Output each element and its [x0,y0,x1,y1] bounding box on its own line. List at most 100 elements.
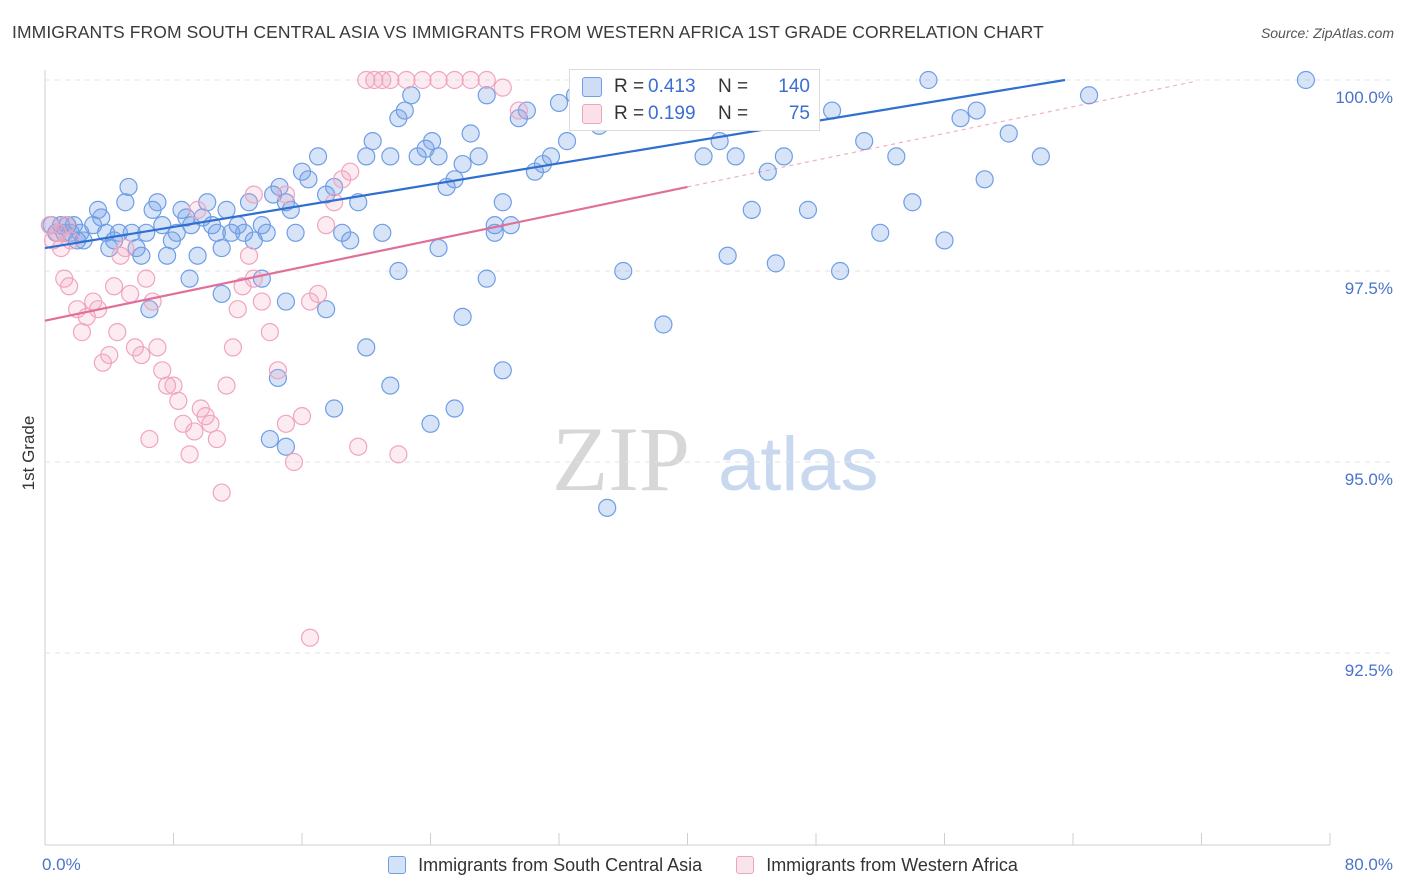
trend-lines [44,78,1194,322]
point-western-africa [276,414,296,433]
y-tick-label: 92.5% [1345,661,1393,680]
point-south-central-asia [1296,70,1316,90]
point-south-central-asia [389,261,408,281]
point-western-africa [244,185,263,204]
point-south-central-asia [742,200,761,219]
point-south-central-asia [903,193,922,212]
stats-n-value: 75 [788,103,810,124]
point-western-africa [72,323,92,342]
point-western-africa [292,407,312,426]
stats-box: R = 0.413 N = 140 R = 0.199 N = 75 [569,69,820,131]
point-western-africa [61,231,80,250]
point-western-africa [389,445,408,464]
point-western-africa [413,70,432,90]
point-south-central-asia [549,93,569,113]
legend-item-western-africa[interactable]: Immigrants from Western Africa [736,855,1018,876]
point-south-central-asia [276,437,296,456]
legend-item-south-central-asia[interactable]: Immigrants from South Central Asia [388,855,702,876]
point-western-africa [477,70,496,90]
point-south-central-asia [395,101,414,120]
point-south-central-asia [198,193,217,212]
stats-swatch-blue [582,77,602,97]
point-western-africa [137,269,156,288]
point-western-africa [108,323,127,342]
point-western-africa [397,70,416,90]
point-south-central-asia [421,414,440,433]
point-western-africa [153,361,172,380]
point-western-africa [104,277,124,296]
point-western-africa [59,277,79,296]
point-south-central-asia [92,208,111,227]
y-tick-labels: 92.5% 95.0% 97.5% 100.0% [1335,88,1393,680]
point-south-central-asia [132,246,151,265]
x-tick-label: 80.0% [1345,855,1393,874]
point-western-africa [509,101,528,120]
point-south-central-asia [116,193,135,212]
point-south-central-asia [286,223,305,242]
point-south-central-asia [887,147,906,166]
trend-line-south-central-asia [44,78,1066,250]
point-south-central-asia [119,177,138,197]
point-south-central-asia [308,147,328,166]
y-tick-label: 95.0% [1345,470,1393,489]
chart-legend: Immigrants from South Central Asia Immig… [0,852,1406,878]
point-western-africa [223,338,243,357]
point-south-central-asia [341,231,360,250]
point-south-central-asia [855,132,874,151]
trend-line-extension [687,81,1194,188]
point-western-africa [164,376,183,395]
point-south-central-asia [260,429,279,449]
point-western-africa [132,345,151,365]
point-western-africa [252,292,271,311]
point-western-africa [308,284,328,304]
point-western-africa [260,323,279,342]
point-south-central-asia [919,70,938,90]
point-south-central-asia [557,132,577,151]
point-western-africa [116,238,135,258]
point-western-africa [349,437,368,456]
legend-label: Immigrants from Western Africa [766,854,1018,875]
point-western-africa [180,445,199,464]
point-south-central-asia [774,147,793,166]
trend-line-western-africa [44,185,688,322]
point-south-central-asia [1031,147,1050,166]
point-south-central-asia [493,193,512,212]
point-western-africa [56,216,75,235]
point-south-central-asia [148,193,167,212]
stats-r-label: R = [614,103,645,124]
point-south-central-asia [423,132,442,151]
point-western-africa [316,216,336,235]
stats-n-label: N = [718,103,749,124]
point-south-central-asia [167,223,186,242]
point-western-africa [445,70,464,90]
point-south-central-asia [798,200,818,219]
stats-row-south-central-asia: R = 0.413 N = 140 [582,76,810,98]
point-south-central-asia [268,368,288,388]
point-south-central-asia [999,124,1018,143]
point-south-central-asia [212,238,231,258]
point-western-africa [493,78,512,97]
point-south-central-asia [654,315,673,334]
point-south-central-asia [935,231,954,250]
stats-r-value: 0.199 [648,103,696,124]
point-western-africa [125,338,145,357]
point-south-central-asia [357,338,376,357]
stats-swatch-pink [582,104,602,124]
point-western-africa [381,70,400,90]
point-western-africa [429,70,448,90]
point-south-central-asia [477,269,496,288]
point-south-central-asia [325,399,344,418]
point-south-central-asia [694,147,713,166]
point-south-central-asia [598,498,617,517]
stats-r-value: 0.413 [648,76,696,97]
legend-swatch-blue [388,856,407,874]
point-western-africa [341,162,360,181]
point-south-central-asia [316,300,336,319]
point-south-central-asia [541,147,561,166]
point-south-central-asia [157,246,177,265]
point-south-central-asia [718,246,737,265]
point-western-africa [300,628,320,647]
point-western-africa [93,353,112,372]
point-western-africa [140,429,159,449]
source-label: Source: ZipAtlas.com [1260,25,1394,41]
